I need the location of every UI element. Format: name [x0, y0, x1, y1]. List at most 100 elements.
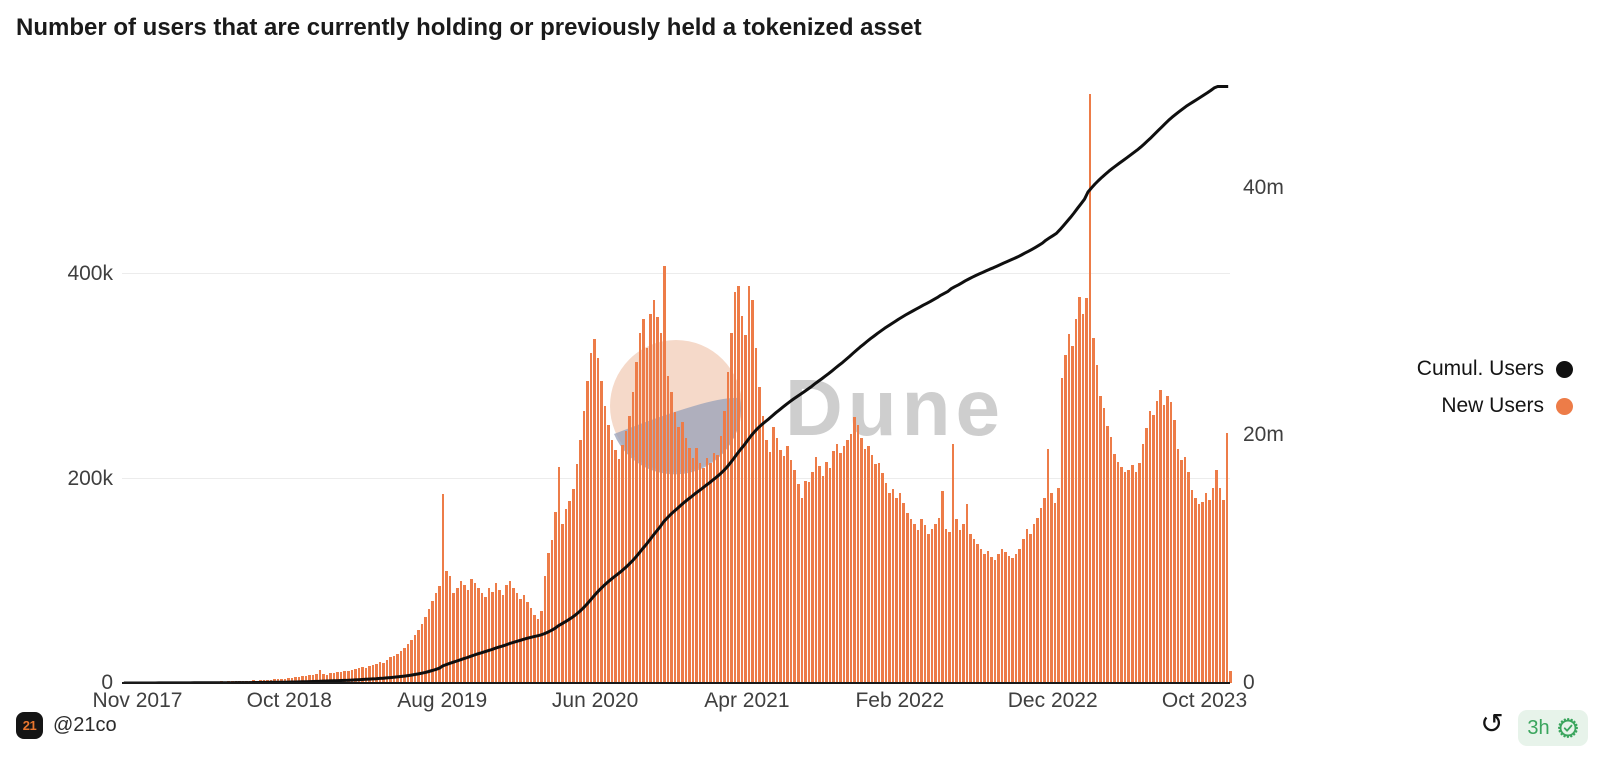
bar-new-users-week[interactable] — [354, 668, 357, 683]
bar-new-users-week[interactable] — [737, 286, 740, 683]
bar-new-users-week[interactable] — [508, 580, 512, 683]
bar-new-users-week[interactable] — [1208, 500, 1211, 683]
bar-new-users-week[interactable] — [1004, 552, 1007, 683]
bar-new-users-week[interactable] — [1225, 432, 1229, 683]
bar-new-users-week[interactable] — [441, 493, 445, 683]
bar-new-users-week[interactable] — [1014, 554, 1018, 683]
bar-new-users-week[interactable] — [392, 656, 396, 683]
bar-new-users-week[interactable] — [1222, 500, 1225, 683]
bar-new-users-week[interactable] — [1123, 472, 1127, 683]
bar-new-users-week[interactable] — [986, 551, 990, 683]
bar-new-users-week[interactable] — [740, 316, 744, 683]
bar-new-users-week[interactable] — [1078, 296, 1081, 683]
bar-new-users-week[interactable] — [607, 425, 610, 683]
legend-item[interactable]: New Users — [1441, 394, 1573, 418]
bar-new-users-week[interactable] — [477, 587, 480, 683]
bar-new-users-week[interactable] — [375, 663, 378, 683]
bar-new-users-week[interactable] — [459, 580, 463, 683]
bar-new-users-week[interactable] — [976, 543, 979, 683]
bar-new-users-week[interactable] — [969, 533, 972, 683]
bar-new-users-week[interactable] — [758, 386, 761, 683]
bar-new-users-week[interactable] — [691, 458, 695, 683]
bar-new-users-week[interactable] — [870, 455, 874, 683]
bar-new-users-week[interactable] — [466, 589, 470, 683]
bar-new-users-week[interactable] — [1039, 508, 1043, 683]
bar-new-users-week[interactable] — [1218, 487, 1222, 683]
bar-new-users-week[interactable] — [825, 462, 828, 683]
refresh-icon[interactable]: ↺ — [1480, 708, 1504, 739]
bar-new-users-week[interactable] — [311, 675, 315, 683]
bar-new-users-week[interactable] — [709, 463, 712, 683]
bar-new-users-week[interactable] — [754, 347, 758, 683]
bar-new-users-week[interactable] — [702, 468, 705, 683]
bar-new-users-week[interactable] — [944, 528, 948, 683]
bar-new-users-week[interactable] — [564, 509, 568, 683]
bar-new-users-week[interactable] — [1099, 395, 1102, 683]
bar-new-users-week[interactable] — [586, 381, 589, 683]
bar-new-users-week[interactable] — [645, 347, 649, 683]
bar-new-users-week[interactable] — [677, 427, 680, 683]
bar-new-users-week[interactable] — [990, 557, 993, 683]
bar-new-users-week[interactable] — [347, 670, 350, 683]
data-freshness-badge[interactable]: 3h — [1518, 710, 1588, 746]
bar-new-users-week[interactable] — [589, 352, 593, 683]
bar-new-users-week[interactable] — [993, 560, 997, 683]
bar-new-users-week[interactable] — [898, 492, 902, 683]
bar-new-users-week[interactable] — [659, 333, 663, 683]
bar-new-users-week[interactable] — [860, 437, 863, 683]
bar-new-users-week[interactable] — [420, 623, 424, 683]
bar-new-users-week[interactable] — [1109, 436, 1113, 683]
bar-new-users-week[interactable] — [540, 611, 543, 683]
bar-new-users-week[interactable] — [937, 518, 941, 683]
bar-new-users-week[interactable] — [1141, 443, 1145, 683]
bar-new-users-week[interactable] — [1155, 400, 1159, 683]
bar-new-users-week[interactable] — [463, 584, 466, 683]
bar-new-users-week[interactable] — [1022, 538, 1025, 683]
bar-new-users-week[interactable] — [881, 473, 884, 683]
bar-new-users-week[interactable] — [1152, 415, 1155, 683]
bar-new-users-week[interactable] — [1092, 337, 1095, 683]
bar-new-users-week[interactable] — [515, 593, 519, 683]
bar-new-users-week[interactable] — [768, 451, 772, 683]
bar-new-users-week[interactable] — [1074, 319, 1078, 683]
bar-new-users-week[interactable] — [965, 504, 969, 683]
bar-new-users-week[interactable] — [916, 529, 920, 683]
bar-new-users-week[interactable] — [603, 405, 607, 683]
bar-new-users-week[interactable] — [884, 482, 888, 683]
bar-new-users-week[interactable] — [927, 533, 930, 683]
bar-new-users-week[interactable] — [811, 472, 814, 683]
bar-new-users-week[interactable] — [1215, 470, 1218, 683]
bar-new-users-week[interactable] — [1130, 465, 1134, 683]
bar-new-users-week[interactable] — [775, 437, 779, 683]
bar-new-users-week[interactable] — [955, 519, 958, 683]
bar-new-users-week[interactable] — [807, 481, 811, 683]
bar-new-users-week[interactable] — [941, 490, 944, 683]
bar-new-users-week[interactable] — [631, 391, 635, 683]
bar-new-users-week[interactable] — [322, 673, 325, 683]
bar-new-users-week[interactable] — [695, 447, 698, 683]
bar-new-users-week[interactable] — [726, 372, 730, 683]
bar-new-users-week[interactable] — [1169, 401, 1173, 683]
bar-new-users-week[interactable] — [294, 677, 297, 683]
bar-new-users-week[interactable] — [361, 666, 364, 683]
bar-new-users-week[interactable] — [403, 648, 406, 683]
bar-new-users-week[interactable] — [371, 664, 375, 683]
bar-new-users-week[interactable] — [389, 657, 392, 683]
bar-new-users-week[interactable] — [1060, 378, 1064, 683]
bar-new-users-week[interactable] — [688, 447, 691, 683]
bar-new-users-week[interactable] — [1032, 523, 1036, 683]
bar-new-users-week[interactable] — [621, 444, 624, 683]
bar-new-users-week[interactable] — [656, 317, 659, 683]
bar-new-users-week[interactable] — [473, 582, 477, 683]
bar-new-users-week[interactable] — [666, 376, 670, 683]
bar-new-users-week[interactable] — [1011, 558, 1014, 683]
bar-new-users-week[interactable] — [747, 286, 751, 683]
bar-new-users-week[interactable] — [1176, 448, 1180, 683]
bar-new-users-week[interactable] — [614, 449, 617, 683]
bar-new-users-week[interactable] — [934, 523, 937, 683]
bar-new-users-week[interactable] — [487, 587, 491, 683]
bar-new-users-week[interactable] — [1025, 528, 1029, 683]
bar-new-users-week[interactable] — [1197, 504, 1201, 683]
bar-new-users-week[interactable] — [357, 667, 361, 683]
bar-new-users-week[interactable] — [533, 614, 536, 683]
